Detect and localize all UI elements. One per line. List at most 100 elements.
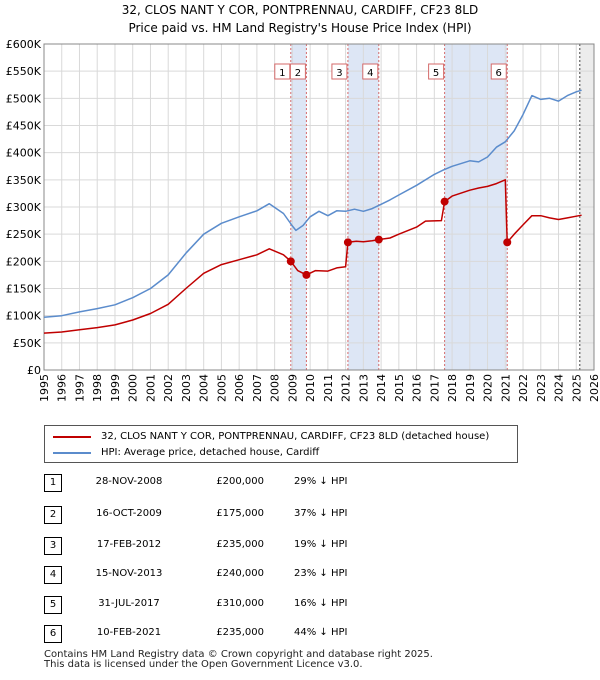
y-tick-label: £200K: [6, 255, 42, 268]
x-tick-label: 2000: [127, 374, 140, 402]
sale-point: [374, 235, 383, 244]
sale-price: £240,000: [216, 568, 264, 579]
footer: Contains HM Land Registry data © Crown c…: [44, 650, 433, 670]
sale-number-badge: 2: [44, 506, 62, 524]
plot-frame: [43, 43, 595, 371]
x-tick-label: 1997: [73, 374, 86, 402]
x-tick-label: 2025: [570, 374, 583, 402]
sale-row: 5 31-JUL-2017 £310,000 16% ↓ HPI: [44, 596, 564, 614]
sale-number-badge: 6: [44, 625, 62, 643]
sale-hpi-diff: 19% ↓ HPI: [294, 539, 348, 550]
y-tick-label: £550K: [6, 65, 42, 78]
x-tick-label: 2014: [375, 374, 388, 402]
sale-label: 6: [496, 68, 502, 79]
sale-label-box: [331, 63, 348, 80]
x-tick-label: 1995: [38, 374, 51, 402]
x-tick-label: 2012: [340, 374, 353, 402]
x-tick-label: 2003: [180, 374, 193, 402]
x-tick-label: 2006: [233, 374, 246, 402]
property-price-line: [43, 179, 582, 334]
x-tick-label: 2026: [588, 374, 600, 402]
y-tick-label: £100K: [6, 310, 42, 323]
x-tick-label: 2008: [269, 374, 282, 402]
sale-row: 1 28-NOV-2008 £200,000 29% ↓ HPI: [44, 474, 564, 492]
sale-date: 31-JUL-2017: [98, 598, 160, 609]
sale-price: £310,000: [216, 598, 264, 609]
sale-point: [286, 257, 295, 266]
sale-label: 2: [295, 68, 301, 79]
sale-point: [440, 197, 449, 206]
sale-date: 10-FEB-2021: [96, 627, 162, 638]
x-tick-label: 2022: [517, 374, 530, 402]
title-line-2: Price paid vs. HM Land Registry's House …: [128, 21, 472, 35]
sale-date: 15-NOV-2013: [95, 568, 163, 579]
sale-date: 17-FEB-2012: [96, 539, 162, 550]
y-tick-label: £600K: [6, 38, 42, 51]
x-tick-label: 2009: [286, 374, 299, 402]
x-tick-label: 2015: [393, 374, 406, 402]
x-tick-label: 2021: [499, 374, 512, 402]
y-tick-label: £50K: [13, 337, 42, 350]
x-tick-label: 2011: [322, 374, 335, 402]
x-tick-label: 1998: [91, 374, 104, 402]
y-tick-label: £250K: [6, 228, 42, 241]
x-tick-label: 2019: [464, 374, 477, 402]
x-tick-label: 2005: [215, 374, 228, 402]
sale-date: 16-OCT-2009: [96, 508, 162, 519]
sale-label-box: [274, 63, 291, 80]
legend-label-property: 32, CLOS NANT Y COR, PONTPRENNAU, CARDIF…: [101, 431, 490, 442]
chart-title: 32, CLOS NANT Y COR, PONTPRENNAU, CARDIF…: [0, 1, 600, 37]
sale-label-box: [490, 63, 507, 80]
sale-price: £175,000: [216, 508, 264, 519]
legend-item-property: 32, CLOS NANT Y COR, PONTPRENNAU, CARDIF…: [53, 431, 489, 442]
x-tick-label: 2002: [162, 374, 175, 402]
y-tick-label: £450K: [6, 120, 42, 133]
sale-row: 4 15-NOV-2013 £240,000 23% ↓ HPI: [44, 566, 564, 584]
sale-label: 5: [433, 68, 439, 79]
sale-date: 28-NOV-2008: [95, 476, 163, 487]
sale-label-box: [289, 63, 306, 80]
sale-number-badge: 1: [44, 474, 62, 492]
y-tick-label: £500K: [6, 92, 42, 105]
footer-copyright: Contains HM Land Registry data © Crown c…: [44, 649, 433, 660]
sale-label-box: [428, 63, 445, 80]
sale-label: 1: [279, 68, 285, 79]
y-tick-label: £300K: [6, 201, 42, 214]
sale-price: £200,000: [216, 476, 264, 487]
footer-license: This data is licensed under the Open Gov…: [44, 659, 363, 670]
sale-hpi-diff: 37% ↓ HPI: [294, 508, 348, 519]
sale-price: £235,000: [216, 627, 264, 638]
sale-point: [503, 238, 512, 247]
x-tick-label: 2013: [357, 374, 370, 402]
x-tick-label: 2020: [482, 374, 495, 402]
y-tick-label: £150K: [6, 283, 42, 296]
sale-label: 3: [336, 68, 342, 79]
x-tick-label: 2018: [446, 374, 459, 402]
x-tick-label: 2010: [304, 374, 317, 402]
y-tick-label: £0: [27, 364, 41, 377]
x-tick-label: 2023: [535, 374, 548, 402]
legend-item-hpi: HPI: Average price, detached house, Card…: [53, 447, 319, 458]
x-tick-label: 1996: [56, 374, 69, 402]
x-tick-label: 2007: [251, 374, 264, 402]
sale-number-badge: 5: [44, 596, 62, 614]
sale-label: 4: [367, 68, 373, 79]
x-tick-label: 1999: [109, 374, 122, 402]
y-tick-label: £400K: [6, 147, 42, 160]
y-tick-label: £350K: [6, 174, 42, 187]
sale-number-badge: 3: [44, 537, 62, 555]
sale-hpi-diff: 44% ↓ HPI: [294, 627, 348, 638]
sale-point: [302, 270, 311, 279]
sale-price: £235,000: [216, 539, 264, 550]
sale-hpi-diff: 16% ↓ HPI: [294, 598, 348, 609]
x-tick-label: 2001: [144, 374, 157, 402]
x-tick-label: 2016: [411, 374, 424, 402]
legend-swatch-hpi: [53, 451, 91, 454]
sale-row: 3 17-FEB-2012 £235,000 19% ↓ HPI: [44, 537, 564, 555]
price-chart: £0 £50K £100K £150K £200K £250K £300K £350K £400…: [6, 38, 600, 402]
sale-row: 6 10-FEB-2021 £235,000 44% ↓ HPI: [44, 625, 564, 643]
hpi-line: [43, 89, 582, 319]
legend: 32, CLOS NANT Y COR, PONTPRENNAU, CARDIF…: [44, 425, 518, 463]
x-tick-label: 2004: [198, 374, 211, 402]
x-tick-label: 2017: [428, 374, 441, 402]
